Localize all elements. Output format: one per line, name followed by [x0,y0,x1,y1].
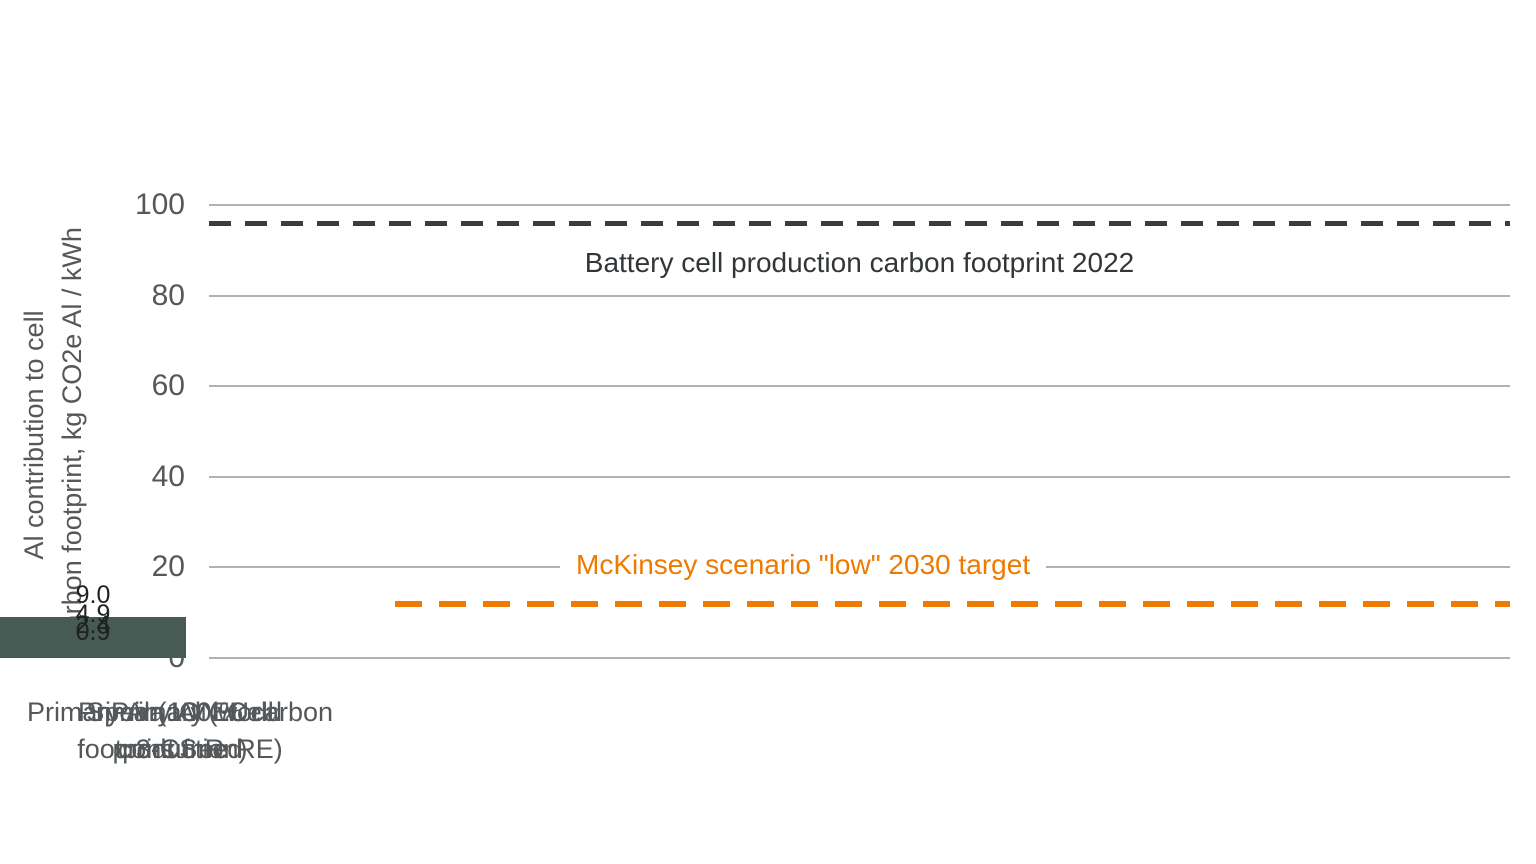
bar-group-speira-ion-cell: 0.9 [0,618,186,658]
gridline-y100 [209,204,1510,206]
reference-line-battery-2022 [209,220,1510,226]
bar-primary-al-re [0,647,186,658]
gridline-y40 [209,475,1510,478]
gridline-y80 [209,294,1510,297]
gridline-y60 [209,385,1510,388]
y-tick-label-60: 60 [151,369,185,403]
bar-value-label: 9.0 [75,581,111,610]
y-tick-label-100: 100 [134,188,185,221]
gridline-y0 [209,657,1510,659]
x-category-label-primary-al-re: Primary Al (100 % carbon footprint free … [26,697,334,764]
bar-speira-ion-cell [0,653,186,658]
reference-line-mckinsey-2030 [395,600,1510,607]
bar-value-label: 4.9 [75,599,111,628]
y-tick-label-20: 20 [151,550,185,584]
bar-value-label: 0.9 [75,617,111,646]
bar-group-primary-al-re: 2.4 [0,611,186,658]
y-tick-label-40: 40 [151,459,185,493]
x-category-label-primary-al-world: Primary Al (world production) [77,697,283,764]
x-category-label-speira-ion-cell: Speira ION Cell 3-CS R [86,697,274,764]
x-category-label-primary-eu-consumed: Primary EU consumed [110,697,249,764]
bar-value-label: 2.4 [75,611,111,640]
reference-label-battery-2022: Battery cell production carbon footprint… [584,247,1135,278]
reference-label-mckinsey-2030: McKinsey scenario "low" 2030 target [560,549,1047,581]
y-tick-label-80: 80 [151,278,185,312]
